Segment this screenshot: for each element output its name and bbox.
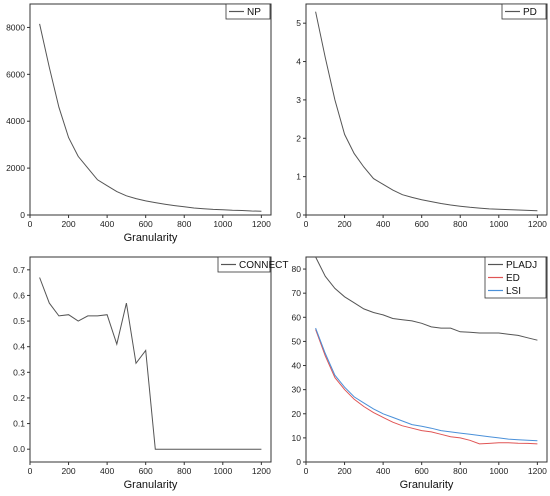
y-tick-label: 70 — [292, 288, 302, 298]
legend-entry-lsi: LSI — [506, 286, 521, 297]
x-axis-title: Granularity — [124, 232, 178, 244]
plot-frame — [305, 256, 548, 463]
x-tick-label: 200 — [61, 466, 75, 476]
x-tick-label: 400 — [100, 219, 114, 229]
x-tick-label: 1200 — [528, 466, 547, 476]
x-tick-label: 800 — [453, 466, 467, 476]
x-tick-label: 1000 — [489, 466, 508, 476]
y-tick-label: 4000 — [6, 116, 25, 126]
plot-frame — [29, 256, 272, 463]
y-tick-label: 6000 — [6, 69, 25, 79]
legend-box — [217, 256, 271, 273]
y-tick-label: 4 — [296, 57, 301, 67]
chart-panel-4: 0 200 400 600 800 1000 1200 0 10 20 30 40 50 60 70 80 Gr… — [292, 256, 548, 491]
x-tick-label: 600 — [415, 466, 429, 476]
y-tick-label: 0.5 — [13, 316, 25, 326]
x-tick-label: 600 — [415, 219, 429, 229]
legend-entry-ed: ED — [506, 273, 520, 284]
y-tick-label: 2 — [296, 133, 301, 143]
y-tick-label: 0.6 — [13, 290, 25, 300]
y-tick-label: 8000 — [6, 22, 25, 32]
x-tick-label: 400 — [100, 466, 114, 476]
chart-panel-3: 0 200 400 600 800 1000 1200 0.0 0.1 0.2 0.3 0.4 0.5 0… — [13, 256, 288, 491]
legend-box — [501, 3, 547, 20]
legend-entry-pladj: PLADJ — [506, 260, 537, 271]
y-tick-label: 0 — [296, 210, 301, 220]
x-tick-label: 1000 — [489, 219, 508, 229]
series-line-connect — [39, 277, 262, 450]
y-tick-label: 0.1 — [13, 419, 25, 429]
series-line-lsi — [315, 327, 538, 442]
x-tick-label: 1000 — [213, 466, 232, 476]
x-axis-title: Granularity — [124, 479, 178, 491]
legend-entry-pd: PD — [523, 7, 537, 18]
x-tick-label: 400 — [376, 466, 390, 476]
y-tick-label: 2000 — [6, 163, 25, 173]
y-tick-label: 0 — [296, 457, 301, 467]
y-tick-label: 0 — [20, 210, 25, 220]
y-tick-label: 60 — [292, 312, 302, 322]
x-tick-label: 800 — [453, 219, 467, 229]
y-tick-label: 30 — [292, 385, 302, 395]
y-tick-label: 0.3 — [13, 367, 25, 377]
series-line-ed — [315, 329, 538, 445]
legend-entry-np: NP — [247, 7, 261, 18]
y-tick-label: 0.0 — [13, 444, 25, 454]
x-tick-label: 800 — [177, 466, 191, 476]
x-tick-label: 200 — [337, 466, 351, 476]
x-tick-label: 1200 — [252, 466, 271, 476]
x-tick-label: 600 — [139, 466, 153, 476]
series-line-pd — [315, 11, 538, 212]
y-tick-label: 0.4 — [13, 342, 25, 352]
x-tick-label: 1000 — [213, 219, 232, 229]
y-tick-label: 40 — [292, 361, 302, 371]
x-tick-label: 0 — [304, 466, 309, 476]
chart-panel-1: 0 200 400 600 800 1000 1200 0 2000 4000 6000 8000 Gr… — [6, 3, 272, 244]
y-tick-label: 10 — [292, 433, 302, 443]
y-tick-label: 1 — [296, 172, 301, 182]
y-tick-label: 5 — [296, 18, 301, 28]
legend-entry-connect: CONNECT — [239, 260, 288, 271]
chart-panel-2: 0 200 400 600 800 1000 1200 0 1 2 3 4 5 PD — [296, 3, 548, 229]
y-tick-label: 0.7 — [13, 265, 25, 275]
x-tick-label: 1200 — [252, 219, 271, 229]
y-tick-label: 20 — [292, 409, 302, 419]
x-tick-label: 200 — [61, 219, 75, 229]
series-line-np — [39, 23, 262, 212]
series-line-pladj — [315, 256, 538, 341]
x-tick-label: 200 — [337, 219, 351, 229]
x-tick-label: 800 — [177, 219, 191, 229]
x-axis-title: Granularity — [400, 479, 454, 491]
x-tick-label: 400 — [376, 219, 390, 229]
plot-frame — [305, 3, 548, 216]
y-tick-label: 3 — [296, 95, 301, 105]
y-tick-label: 50 — [292, 336, 302, 346]
x-tick-label: 0 — [304, 219, 309, 229]
legend-box — [225, 3, 271, 20]
plot-frame — [29, 3, 272, 216]
y-tick-label: 80 — [292, 264, 302, 274]
x-tick-label: 1200 — [528, 219, 547, 229]
x-tick-label: 0 — [28, 466, 33, 476]
x-tick-label: 600 — [139, 219, 153, 229]
y-tick-label: 0.2 — [13, 393, 25, 403]
x-tick-label: 0 — [28, 219, 33, 229]
